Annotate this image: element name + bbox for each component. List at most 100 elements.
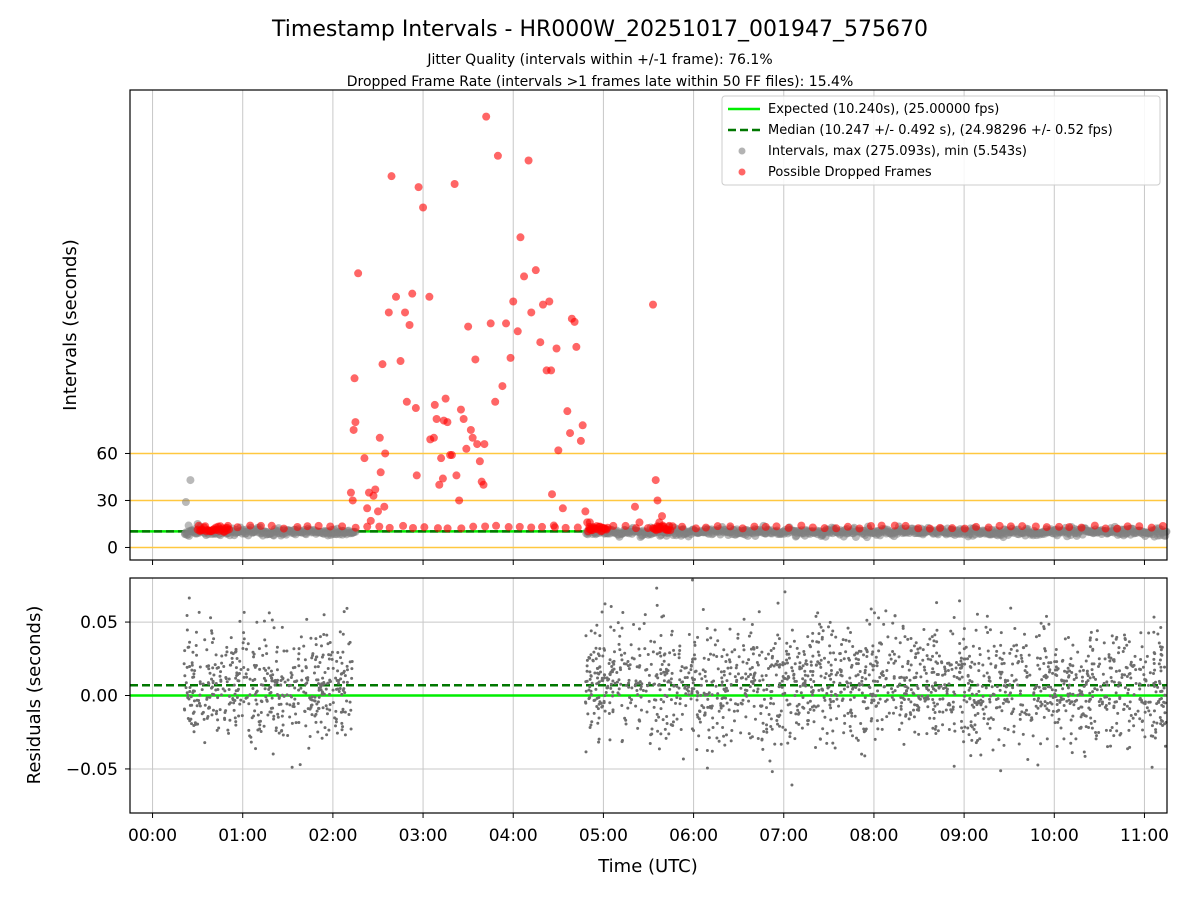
residual-point bbox=[893, 689, 897, 693]
residual-point bbox=[293, 680, 297, 684]
residual-point bbox=[880, 718, 884, 722]
residual-point bbox=[832, 651, 836, 655]
residual-point bbox=[707, 736, 711, 740]
residual-point bbox=[319, 644, 323, 648]
residual-point bbox=[962, 740, 966, 744]
residual-point bbox=[1071, 643, 1075, 647]
residual-points-group bbox=[182, 578, 1168, 787]
residual-point bbox=[659, 732, 663, 736]
dropped-frame-point bbox=[914, 524, 923, 533]
residual-point bbox=[967, 688, 971, 692]
residual-point bbox=[1102, 641, 1106, 645]
residual-point bbox=[1045, 707, 1049, 711]
residual-point bbox=[969, 720, 973, 724]
residual-point bbox=[1042, 661, 1046, 665]
residual-point bbox=[624, 718, 628, 722]
residual-point bbox=[745, 661, 749, 665]
residual-point bbox=[206, 681, 210, 685]
residual-point bbox=[1062, 737, 1066, 741]
residual-point bbox=[211, 708, 215, 712]
residual-point bbox=[312, 671, 316, 675]
residual-point bbox=[1003, 690, 1007, 694]
residual-point bbox=[1055, 673, 1059, 677]
x-tick-label: 09:00 bbox=[940, 826, 989, 846]
residual-point bbox=[253, 709, 257, 713]
residual-point bbox=[882, 685, 886, 689]
residual-point bbox=[647, 699, 651, 703]
residual-point bbox=[232, 708, 236, 712]
residual-point bbox=[227, 687, 231, 691]
residual-point bbox=[1080, 675, 1084, 679]
residual-point bbox=[703, 670, 707, 674]
residual-point bbox=[684, 692, 688, 696]
dropped-frame-point bbox=[338, 522, 347, 531]
residual-point bbox=[276, 712, 280, 716]
residual-point bbox=[322, 613, 326, 617]
residual-point bbox=[760, 650, 764, 654]
residual-point bbox=[338, 687, 342, 691]
residual-point bbox=[971, 644, 975, 648]
residual-point bbox=[598, 647, 602, 651]
dropped-frame-point bbox=[491, 397, 500, 406]
residual-point bbox=[876, 727, 880, 731]
residual-point bbox=[670, 633, 674, 637]
residual-point bbox=[192, 710, 196, 714]
residual-point bbox=[309, 636, 313, 640]
residual-point bbox=[788, 645, 792, 649]
residual-point bbox=[848, 676, 852, 680]
dropped-frame-point bbox=[466, 425, 475, 434]
residual-point bbox=[618, 648, 622, 652]
residual-point bbox=[812, 720, 816, 724]
residual-point bbox=[1019, 653, 1023, 657]
dropped-frame-point bbox=[632, 524, 641, 533]
residual-point bbox=[750, 735, 754, 739]
residual-point bbox=[681, 757, 685, 761]
residual-point bbox=[736, 703, 740, 707]
x-tick-label: 01:00 bbox=[218, 826, 267, 846]
residual-point bbox=[934, 689, 938, 693]
residual-point bbox=[1062, 697, 1066, 701]
residual-point bbox=[639, 708, 643, 712]
residual-point bbox=[315, 702, 319, 706]
residual-point bbox=[695, 713, 699, 717]
residual-point bbox=[238, 619, 242, 623]
residual-point bbox=[846, 626, 850, 630]
residual-point bbox=[1107, 653, 1111, 657]
residual-point bbox=[790, 666, 794, 670]
residual-point bbox=[975, 692, 979, 696]
dropped-frame-point bbox=[581, 507, 590, 516]
residual-point bbox=[752, 689, 756, 693]
dropped-frame-point bbox=[267, 521, 276, 530]
residual-point bbox=[272, 626, 276, 630]
residual-point bbox=[861, 700, 865, 704]
residual-point bbox=[297, 688, 301, 692]
residual-point bbox=[190, 668, 194, 672]
residual-point bbox=[1053, 694, 1057, 698]
residual-point bbox=[264, 695, 268, 699]
residual-point bbox=[640, 682, 644, 686]
residual-point bbox=[795, 689, 799, 693]
residual-point bbox=[949, 629, 953, 633]
dropped-frame-point bbox=[481, 522, 490, 531]
residual-point bbox=[1082, 684, 1086, 688]
residual-point bbox=[593, 698, 597, 702]
dropped-frame-point bbox=[1090, 521, 1099, 530]
residual-point bbox=[655, 673, 659, 677]
residual-point bbox=[677, 686, 681, 690]
residual-point bbox=[1095, 688, 1099, 692]
residual-point bbox=[1115, 729, 1119, 733]
residual-point bbox=[1082, 750, 1086, 754]
residual-point bbox=[906, 637, 910, 641]
residual-point bbox=[747, 634, 751, 638]
residual-point bbox=[313, 695, 317, 699]
residual-point bbox=[210, 629, 214, 633]
residual-point bbox=[613, 681, 617, 685]
residual-point bbox=[1148, 713, 1152, 717]
residual-point bbox=[781, 663, 785, 667]
residual-point bbox=[1107, 697, 1111, 701]
residual-point bbox=[1046, 701, 1050, 705]
residual-point bbox=[246, 668, 250, 672]
residual-point bbox=[827, 660, 831, 664]
residual-point bbox=[210, 713, 214, 717]
residual-point bbox=[757, 653, 761, 657]
